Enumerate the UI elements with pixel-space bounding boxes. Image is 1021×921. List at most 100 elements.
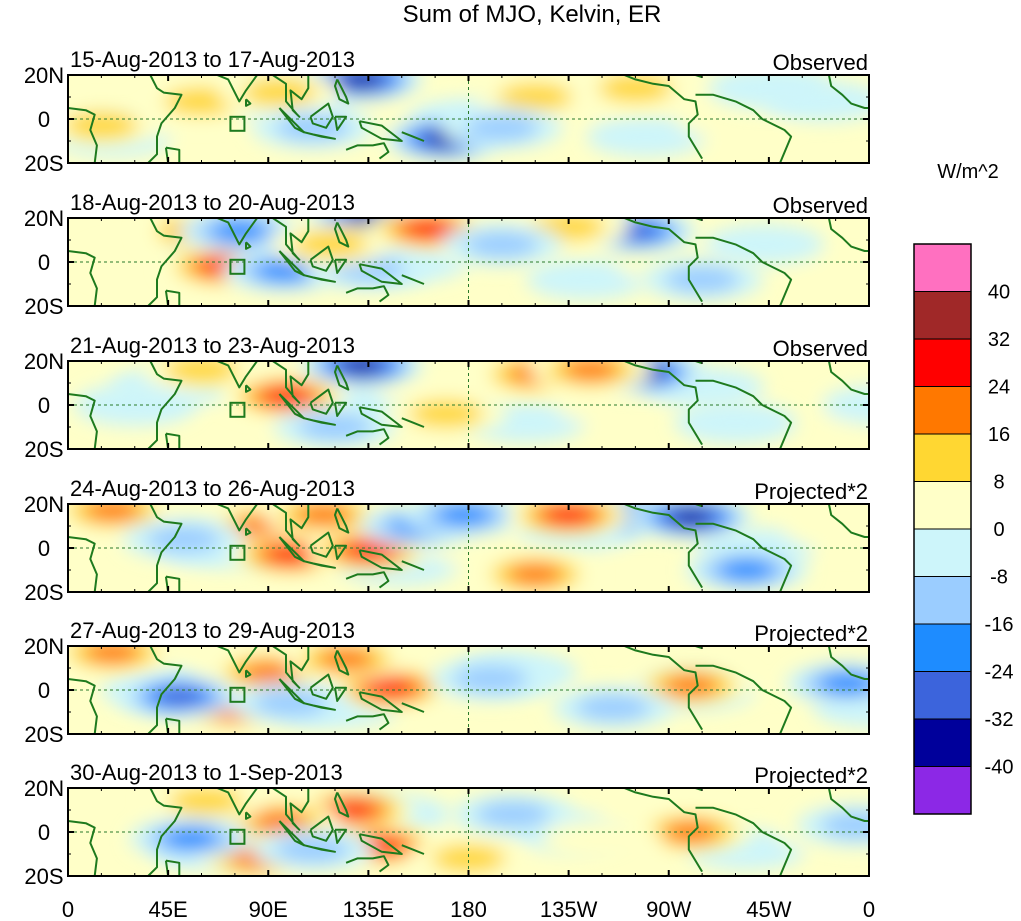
coastline xyxy=(245,527,252,536)
field-band xyxy=(586,116,707,157)
coastline xyxy=(401,131,425,142)
coastline xyxy=(272,504,310,547)
coastline xyxy=(68,678,98,734)
coastline xyxy=(303,131,336,140)
colorbar-level-label: 8 xyxy=(993,472,1004,494)
field-band xyxy=(526,259,647,300)
coastline xyxy=(334,221,350,248)
coastline xyxy=(345,571,390,589)
coastline xyxy=(68,820,98,876)
coastline xyxy=(334,649,350,676)
reference-box xyxy=(229,828,246,845)
coastline xyxy=(623,504,703,589)
x-tick-label: 90E xyxy=(249,897,288,921)
anomaly-contour xyxy=(405,219,452,239)
coastline xyxy=(334,401,348,417)
coastline xyxy=(147,646,183,734)
coastline xyxy=(623,75,703,160)
y-tick-label: 0 xyxy=(38,536,50,561)
coastline xyxy=(216,646,258,674)
coastline xyxy=(272,218,310,261)
colorbar-level-label: -24 xyxy=(985,662,1014,684)
coastline xyxy=(303,274,336,283)
x-tick-label: 0 xyxy=(62,897,74,921)
coastline xyxy=(216,75,258,103)
coastline xyxy=(334,507,350,534)
colorbar-swatch xyxy=(913,433,972,482)
coastline xyxy=(216,218,258,246)
x-tick-label: 180 xyxy=(450,897,487,921)
y-tick-label: 0 xyxy=(38,678,50,703)
anomaly-contour xyxy=(707,75,830,110)
y-tick-label: 20S xyxy=(24,722,63,747)
field-band xyxy=(704,224,825,265)
coastline xyxy=(309,531,334,558)
colorbar-level-label: 16 xyxy=(988,424,1010,446)
coastline xyxy=(303,417,336,426)
y-tick-label: 20N xyxy=(24,492,64,517)
anomaly-contour xyxy=(464,230,539,259)
coastline xyxy=(303,560,336,569)
anomaly-contour xyxy=(240,661,296,684)
coastline xyxy=(309,245,334,272)
colorbar-swatch xyxy=(913,338,972,387)
colorbar-level-label: 0 xyxy=(993,519,1004,541)
anomaly-field xyxy=(73,361,869,448)
reference-box xyxy=(229,686,246,703)
coastline xyxy=(68,536,98,592)
colorbar-swatch xyxy=(913,671,972,720)
coastline xyxy=(334,686,348,702)
coastline xyxy=(334,791,350,818)
colorbar-swatch xyxy=(913,481,972,530)
coastline xyxy=(345,428,390,446)
panel-date-range: 24-Aug-2013 to 26-Aug-2013 xyxy=(70,476,355,501)
colorbar-swatch xyxy=(913,528,972,577)
coastline xyxy=(695,806,793,876)
anomaly-field xyxy=(68,75,869,160)
anomaly-contour xyxy=(671,509,711,526)
y-tick-label: 0 xyxy=(38,250,50,275)
panel-date-range: 18-Aug-2013 to 20-Aug-2013 xyxy=(70,190,355,215)
anomaly-contour xyxy=(330,800,376,820)
y-tick-label: 20N xyxy=(24,634,64,659)
x-tick-label: 45E xyxy=(149,897,188,921)
coastline xyxy=(623,218,703,303)
anomaly-contour xyxy=(256,260,312,282)
panel-label: Projected*2 xyxy=(754,621,868,646)
anomaly-contour xyxy=(718,559,775,581)
anomaly-contour xyxy=(431,844,506,873)
colorbar-level-label: 32 xyxy=(988,329,1010,351)
coastline xyxy=(216,504,258,532)
chart-title: Sum of MJO, Kelvin, ER xyxy=(403,1,662,28)
coastlines xyxy=(68,75,869,163)
colorbar-swatch xyxy=(913,623,972,672)
y-tick-label: 0 xyxy=(38,393,50,418)
colorbar-level-label: 24 xyxy=(988,377,1010,399)
y-tick-label: 20N xyxy=(24,349,64,374)
coastlines xyxy=(68,504,869,592)
panels: 20N 0 20S 15-Aug-2013 to 17-Aug-2013 Observe… xyxy=(24,47,870,889)
coastline xyxy=(147,504,183,592)
panel-label: Observed xyxy=(773,193,868,218)
anomaly-contour xyxy=(342,75,382,88)
coastline xyxy=(216,361,258,389)
coastline xyxy=(216,788,258,816)
anomaly-contour xyxy=(168,788,244,815)
panel-date-range: 30-Aug-2013 to 1-Sep-2013 xyxy=(70,760,343,785)
anomaly-contour xyxy=(665,265,740,294)
panel-5: 20N 0 20S 27-Aug-2013 to 29-Aug-2013 Project… xyxy=(24,618,870,747)
anomaly-contour xyxy=(663,821,719,843)
panel-1: 20N 0 20S 15-Aug-2013 to 17-Aug-2013 Observe… xyxy=(24,47,870,176)
y-tick-label: 20S xyxy=(24,437,63,462)
coastline xyxy=(682,504,703,508)
coastline xyxy=(827,218,869,252)
coastline xyxy=(401,560,425,571)
anomaly-field xyxy=(81,218,869,301)
y-tick-label: 20S xyxy=(24,294,63,319)
anomaly-contour xyxy=(275,835,350,864)
coastline xyxy=(401,274,425,285)
x-tick-label: 0 xyxy=(863,897,875,921)
coastline xyxy=(827,75,869,109)
anomaly-contour xyxy=(598,75,673,102)
